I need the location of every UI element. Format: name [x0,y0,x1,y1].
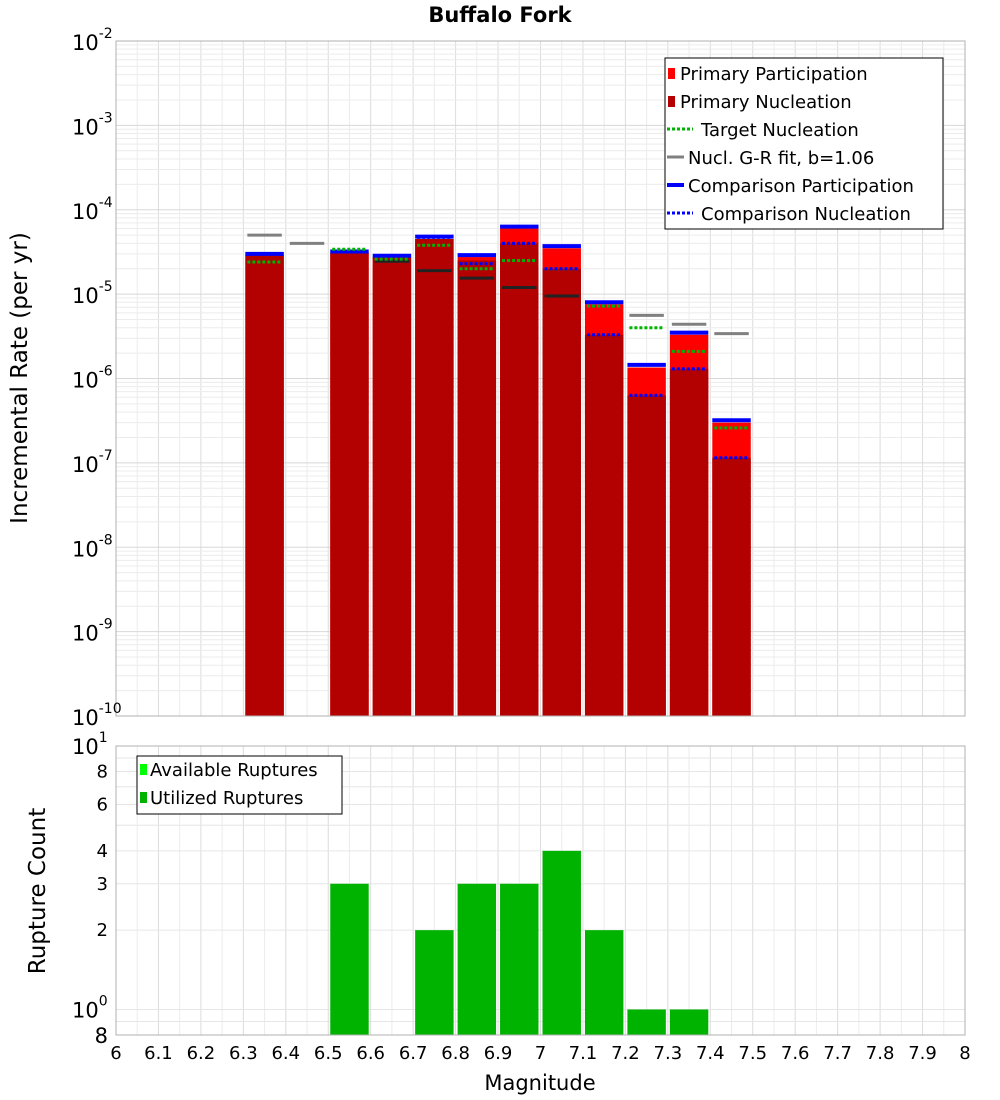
legend-swatch-utilized-ruptures [140,792,147,803]
bar-primary-nucleation [669,368,709,716]
bar-utilized-ruptures [669,1009,709,1035]
bar-primary-nucleation [542,268,581,716]
count-x-ticks: 6 6.1 6.2 6.3 6.4 6.5 6.6 6.7 6.8 6.9 7 7.1 7.2 7.3 7.… [110,1043,970,1064]
count-y-tick-label: 8 [97,762,108,783]
x-tick-label: 6.9 [484,1043,513,1064]
legend-swatch-available-ruptures [140,764,147,775]
rate-bars [245,228,751,717]
legend-swatch-primary-participation [668,68,675,79]
count-y-tick-label: 6 [97,794,108,815]
count-y-major-label: 100 [72,993,108,1022]
count-bars [330,850,709,1035]
rate-y-tick-label: 10-9 [72,617,113,646]
rate-legend: Primary Participation Primary Nucleation… [664,57,944,230]
bar-utilized-ruptures [330,883,369,1035]
legend-label-primary-participation: Primary Participation [680,64,868,85]
count-y-axis-label: Rupture Count [25,808,51,974]
x-tick-label: 6.7 [399,1043,428,1064]
bar-utilized-ruptures [500,883,539,1035]
rate-y-tick-label: 10-5 [72,279,113,308]
rate-y-tick-label: 10-2 [72,26,113,55]
bar-primary-nucleation [245,255,284,716]
count-legend: Available Ruptures Utilized Ruptures [136,755,343,815]
bar-primary-nucleation [330,252,369,716]
count-y-tick-label: 8 [95,1024,108,1048]
x-tick-label: 7.5 [738,1043,767,1064]
bar-primary-nucleation [500,243,539,717]
legend-label-utilized-ruptures: Utilized Ruptures [150,788,303,809]
x-axis-label: Magnitude [484,1071,595,1095]
rate-y-tick-label: 10-10 [72,701,122,730]
rate-y-tick-label: 10-8 [72,532,113,561]
x-tick-label: 7.6 [781,1043,810,1064]
count-y-major-label: 101 [72,730,108,759]
legend-label-comparison-nucleation: Comparison Nucleation [701,204,911,225]
legend-label-gr-fit: Nucl. G-R fit, b=1.06 [688,148,874,169]
bar-utilized-ruptures [457,883,497,1035]
bar-primary-nucleation [415,239,454,716]
x-tick-label: 6.5 [314,1043,343,1064]
rate-legend-box [664,57,944,230]
rate-y-tick-label: 10-7 [72,448,113,477]
rate-y-tick-label: 10-4 [72,195,113,224]
count-y-tick-label: 4 [97,841,108,862]
x-tick-label: 6.6 [356,1043,385,1064]
rate-lines [245,224,751,460]
x-tick-label: 6 [110,1043,121,1064]
bar-primary-nucleation [457,260,497,716]
rate-plot-frame [115,40,966,717]
x-tick-label: 6.4 [271,1043,300,1064]
legend-label-primary-nucleation: Primary Nucleation [680,92,852,113]
bar-primary-nucleation [627,395,666,716]
legend-label-comparison-participation: Comparison Participation [688,176,914,197]
rate-y-axis-label: Incremental Rate (per yr) [7,232,33,524]
x-tick-label: 8 [959,1043,970,1064]
x-tick-label: 7.8 [866,1043,895,1064]
count-y-tick-label: 2 [97,920,108,941]
rate-y-ticks: 10-2 10-3 10-4 10-5 10-6 10-7 10-8 10-9 10-10 [72,26,122,730]
legend-swatch-primary-nucleation [668,96,675,107]
count-y-ticks: 8 6 4 3 2 8 101 100 [72,730,108,1048]
x-tick-label: 7.7 [823,1043,852,1064]
bar-primary-nucleation [372,257,412,716]
x-tick-label: 6.1 [144,1043,173,1064]
count-y-tick-label: 3 [97,874,108,895]
legend-label-target-nucleation: Target Nucleation [700,120,859,141]
bar-primary-nucleation [712,457,751,716]
x-tick-label: 6.3 [229,1043,258,1064]
bar-utilized-ruptures [542,850,581,1035]
count-plot-frame [115,745,966,1036]
x-tick-label: 7.9 [908,1043,937,1064]
x-tick-label: 6.2 [187,1043,216,1064]
rate-y-tick-label: 10-3 [72,110,113,139]
count-legend-box [136,755,343,815]
bar-utilized-ruptures [415,930,454,1035]
chart-title: Buffalo Fork [428,3,572,27]
x-tick-label: 6.8 [441,1043,470,1064]
rate-panel: 10-2 10-3 10-4 10-5 10-6 10-7 10-8 10-9 10-10 In… [7,26,966,730]
bar-utilized-ruptures [627,1009,666,1035]
bar-primary-nucleation [584,334,624,716]
rate-y-tick-label: 10-6 [72,364,113,393]
bar-utilized-ruptures [584,930,624,1035]
x-tick-label: 7.2 [611,1043,640,1064]
x-tick-label: 7.1 [569,1043,598,1064]
x-tick-label: 7.3 [654,1043,683,1064]
x-tick-label: 7 [535,1043,546,1064]
legend-label-available-ruptures: Available Ruptures [150,760,318,781]
x-tick-label: 7.4 [696,1043,725,1064]
